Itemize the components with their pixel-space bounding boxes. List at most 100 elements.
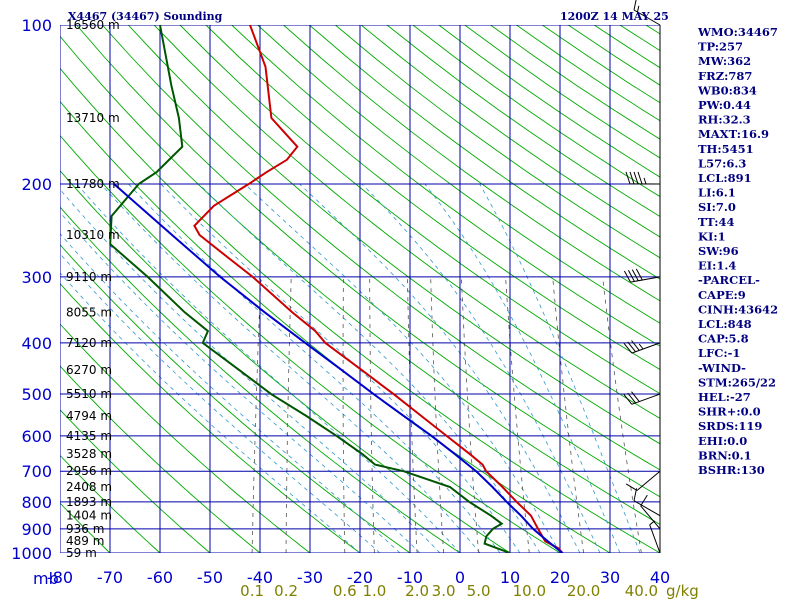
- moist-adiabat-line: [424, 183, 621, 553]
- dry-adiabat-line: [60, 206, 461, 553]
- index-value: SI:7.0: [698, 200, 736, 214]
- dry-adiabat-line: [60, 409, 211, 553]
- mixing-ratio-line: [285, 276, 292, 553]
- height-label: 59 m: [66, 546, 97, 560]
- moist-adiabat-line: [128, 183, 501, 553]
- index-value: LFC:-1: [698, 346, 740, 360]
- wind-barb: [640, 494, 661, 530]
- height-label: 3528 m: [66, 447, 112, 461]
- mixing-ratio-line: [342, 276, 346, 553]
- index-value: -PARCEL-: [698, 273, 760, 287]
- index-value: LI:6.1: [698, 186, 736, 200]
- stability-indices-panel: WMO:34467TP:257MW:362FRZ:787WB0:834PW:0.…: [697, 25, 778, 477]
- mixing-ratio-label: 2.0: [405, 582, 429, 600]
- mixing-ratio-line: [369, 276, 375, 553]
- wind-barb: [633, 0, 661, 26]
- index-value: WB0:834: [697, 83, 757, 97]
- height-label: 11780 m: [66, 177, 120, 191]
- mixing-ratio-line: [407, 276, 418, 553]
- pressure-tick-label: 800: [21, 493, 52, 512]
- wind-barb: [623, 268, 661, 283]
- pressure-tick-label: 300: [21, 268, 52, 287]
- index-value: LCL:848: [698, 317, 752, 331]
- dry-adiabat-line: [60, 35, 660, 525]
- mixing-ratio-label: 0.2: [274, 582, 298, 600]
- dry-adiabat-line: [60, 502, 111, 553]
- pressure-tick-label: 400: [21, 334, 52, 353]
- height-label: 2408 m: [66, 480, 112, 494]
- pressure-unit-label: mb: [33, 569, 59, 588]
- mixing-ratio-line: [552, 276, 584, 553]
- pressure-tick-label: 1000: [11, 544, 52, 563]
- index-value: RH:32.3: [698, 113, 751, 127]
- index-value: EHI:0.0: [698, 434, 747, 448]
- temperature-tick-label: -10: [397, 568, 423, 587]
- height-label: 936 m: [66, 522, 104, 536]
- index-value: CINH:43642: [698, 302, 778, 316]
- dry-adiabat-line: [60, 67, 660, 553]
- mixing-ratio-label: 40.0: [625, 582, 658, 600]
- dry-adiabat-line: [231, 25, 660, 347]
- index-value: BSHR:130: [698, 463, 765, 477]
- wind-barb: [623, 391, 661, 405]
- temperature-tick-label: 30: [600, 568, 620, 587]
- background-grid: [60, 25, 660, 553]
- temperature-tick-label: 40: [650, 568, 670, 587]
- index-value: -WIND-: [698, 361, 746, 375]
- mixing-ratio-label: 1.0: [362, 582, 386, 600]
- temperature-tick-label: -20: [347, 568, 373, 587]
- sounding-datetime: 1200Z 14 MAY 25: [560, 10, 669, 23]
- mixing-ratio-label: 5.0: [467, 582, 491, 600]
- moist-adiabat-line: [479, 183, 641, 553]
- pressure-tick-label: 900: [21, 520, 52, 539]
- mixing-ratio-line: [430, 276, 444, 553]
- dry-adiabat-line: [309, 25, 660, 280]
- dry-adiabat-line: [60, 323, 311, 553]
- index-value: EI:1.4: [698, 259, 736, 273]
- station-title: X4467 (34467) Sounding: [68, 10, 223, 23]
- dry-adiabat-line: [257, 25, 660, 324]
- temperature-tick-label: -80: [47, 568, 73, 587]
- temperature-tick-label: 20: [550, 568, 570, 587]
- wind-barb: [625, 171, 661, 185]
- mixing-ratio-label: 3.0: [432, 582, 456, 600]
- height-label: 5510 m: [66, 387, 112, 401]
- dry-adiabat-line: [205, 25, 660, 371]
- index-value: MAXT:16.9: [698, 127, 769, 141]
- height-label: 4135 m: [66, 429, 112, 443]
- wind-barb: [625, 470, 661, 491]
- temperature-tick-label: -50: [197, 568, 223, 587]
- index-value: CAPE:9: [698, 288, 746, 302]
- temperature-tick-label: -30: [297, 568, 323, 587]
- dry-adiabat-line: [60, 454, 161, 553]
- height-label: 8055 m: [66, 305, 112, 319]
- index-value: WMO:34467: [697, 25, 778, 39]
- height-label: 1404 m: [66, 509, 112, 523]
- temperature-tick-label: 0: [455, 568, 465, 587]
- mixing-ratio-unit-label: g/kg: [666, 582, 699, 600]
- pressure-tick-label: 500: [21, 385, 52, 404]
- mixing-ratio-label: 20.0: [567, 582, 600, 600]
- dry-adiabat-line: [101, 25, 660, 471]
- temperature-tick-label: -70: [97, 568, 123, 587]
- dry-adiabat-line: [127, 25, 660, 445]
- pressure-tick-label: 600: [21, 427, 52, 446]
- dry-adiabat-line: [179, 25, 660, 395]
- height-label: 6270 m: [66, 363, 112, 377]
- dewpoint-profile-line: [109, 25, 511, 553]
- dry-adiabat-line: [60, 243, 411, 553]
- pressure-tick-label: 100: [21, 16, 52, 35]
- index-value: HEL:-27: [698, 390, 751, 404]
- height-label: 13710 m: [66, 111, 120, 125]
- index-value: FRZ:787: [698, 69, 752, 83]
- dry-adiabat-line: [60, 169, 511, 553]
- axis-labels: 0.1 0.2 0.6 1.0 2.0 3.0 5.0 10.0 20.0 40.01002003…: [11, 16, 699, 600]
- height-label: 10310 m: [66, 228, 120, 242]
- index-value: TT:44: [698, 215, 735, 229]
- dry-adiabat-line: [60, 282, 361, 553]
- index-value: LCL:891: [698, 171, 752, 185]
- wind-barb-column: [623, 0, 661, 554]
- dry-adiabat-line: [153, 25, 660, 419]
- index-value: TP:257: [698, 40, 743, 54]
